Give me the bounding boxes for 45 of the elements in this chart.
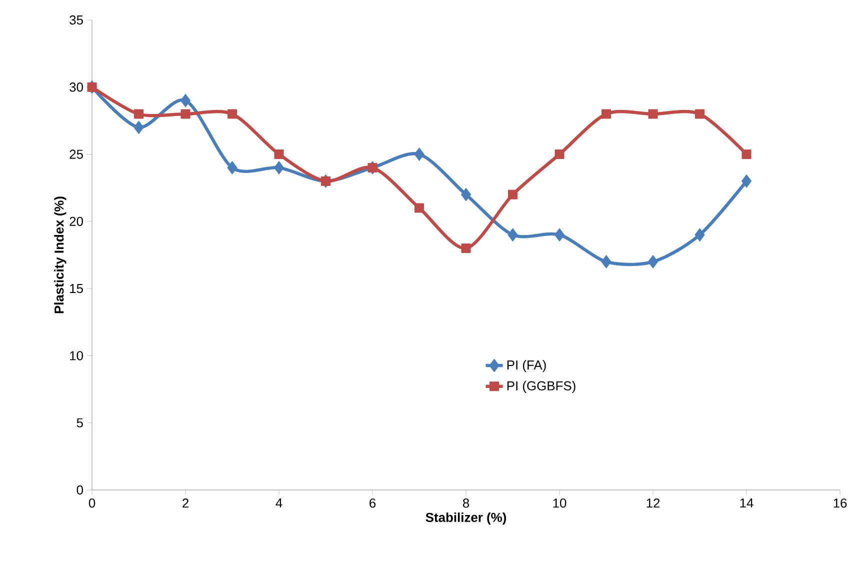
x-tick-label: 10: [553, 498, 566, 508]
point: [694, 228, 705, 242]
x-tick-label: 4: [276, 498, 282, 508]
point: [602, 109, 612, 119]
x-tick-label: 8: [462, 498, 470, 508]
point: [742, 150, 752, 160]
point: [554, 228, 565, 242]
legend-label: PI (FA): [507, 360, 546, 372]
point: [414, 148, 424, 162]
y-tick-label: 15: [70, 284, 83, 294]
y-axis-title: Plasticity Index (%): [54, 196, 66, 314]
point: [180, 94, 191, 108]
x-axis-title: Stabilizer (%): [426, 512, 506, 525]
point: [134, 120, 144, 134]
x-tick-label: 16: [834, 498, 847, 508]
point: [695, 109, 705, 119]
point: [601, 254, 612, 268]
point: [228, 109, 238, 119]
point: [274, 160, 284, 174]
point: [414, 203, 424, 213]
y-tick-label: 20: [70, 216, 83, 226]
point: [134, 109, 144, 119]
y-tick-label: 10: [70, 351, 83, 360]
y-tick-label: 35: [70, 15, 83, 25]
point: [648, 109, 658, 119]
x-tick-label: 0: [88, 498, 96, 508]
legend-label: PI (GGBFS): [507, 380, 576, 393]
x-tick-label: 14: [740, 498, 754, 508]
x-tick-label: 12: [646, 498, 660, 508]
point: [180, 109, 190, 119]
point: [274, 150, 284, 160]
y-tick-label: 25: [70, 150, 83, 159]
point: [648, 254, 658, 268]
point: [741, 174, 752, 188]
point: [508, 228, 518, 242]
x-tick-label: 2: [182, 498, 188, 508]
point: [461, 244, 471, 254]
y-tick-label: 30: [70, 82, 83, 92]
y-tick-label: 0: [76, 485, 83, 495]
y-tick-label: 5: [76, 418, 83, 428]
x-tick-label: 6: [370, 498, 376, 508]
point: [460, 188, 472, 202]
point: [227, 160, 238, 174]
point: [508, 190, 518, 200]
point: [554, 150, 564, 160]
